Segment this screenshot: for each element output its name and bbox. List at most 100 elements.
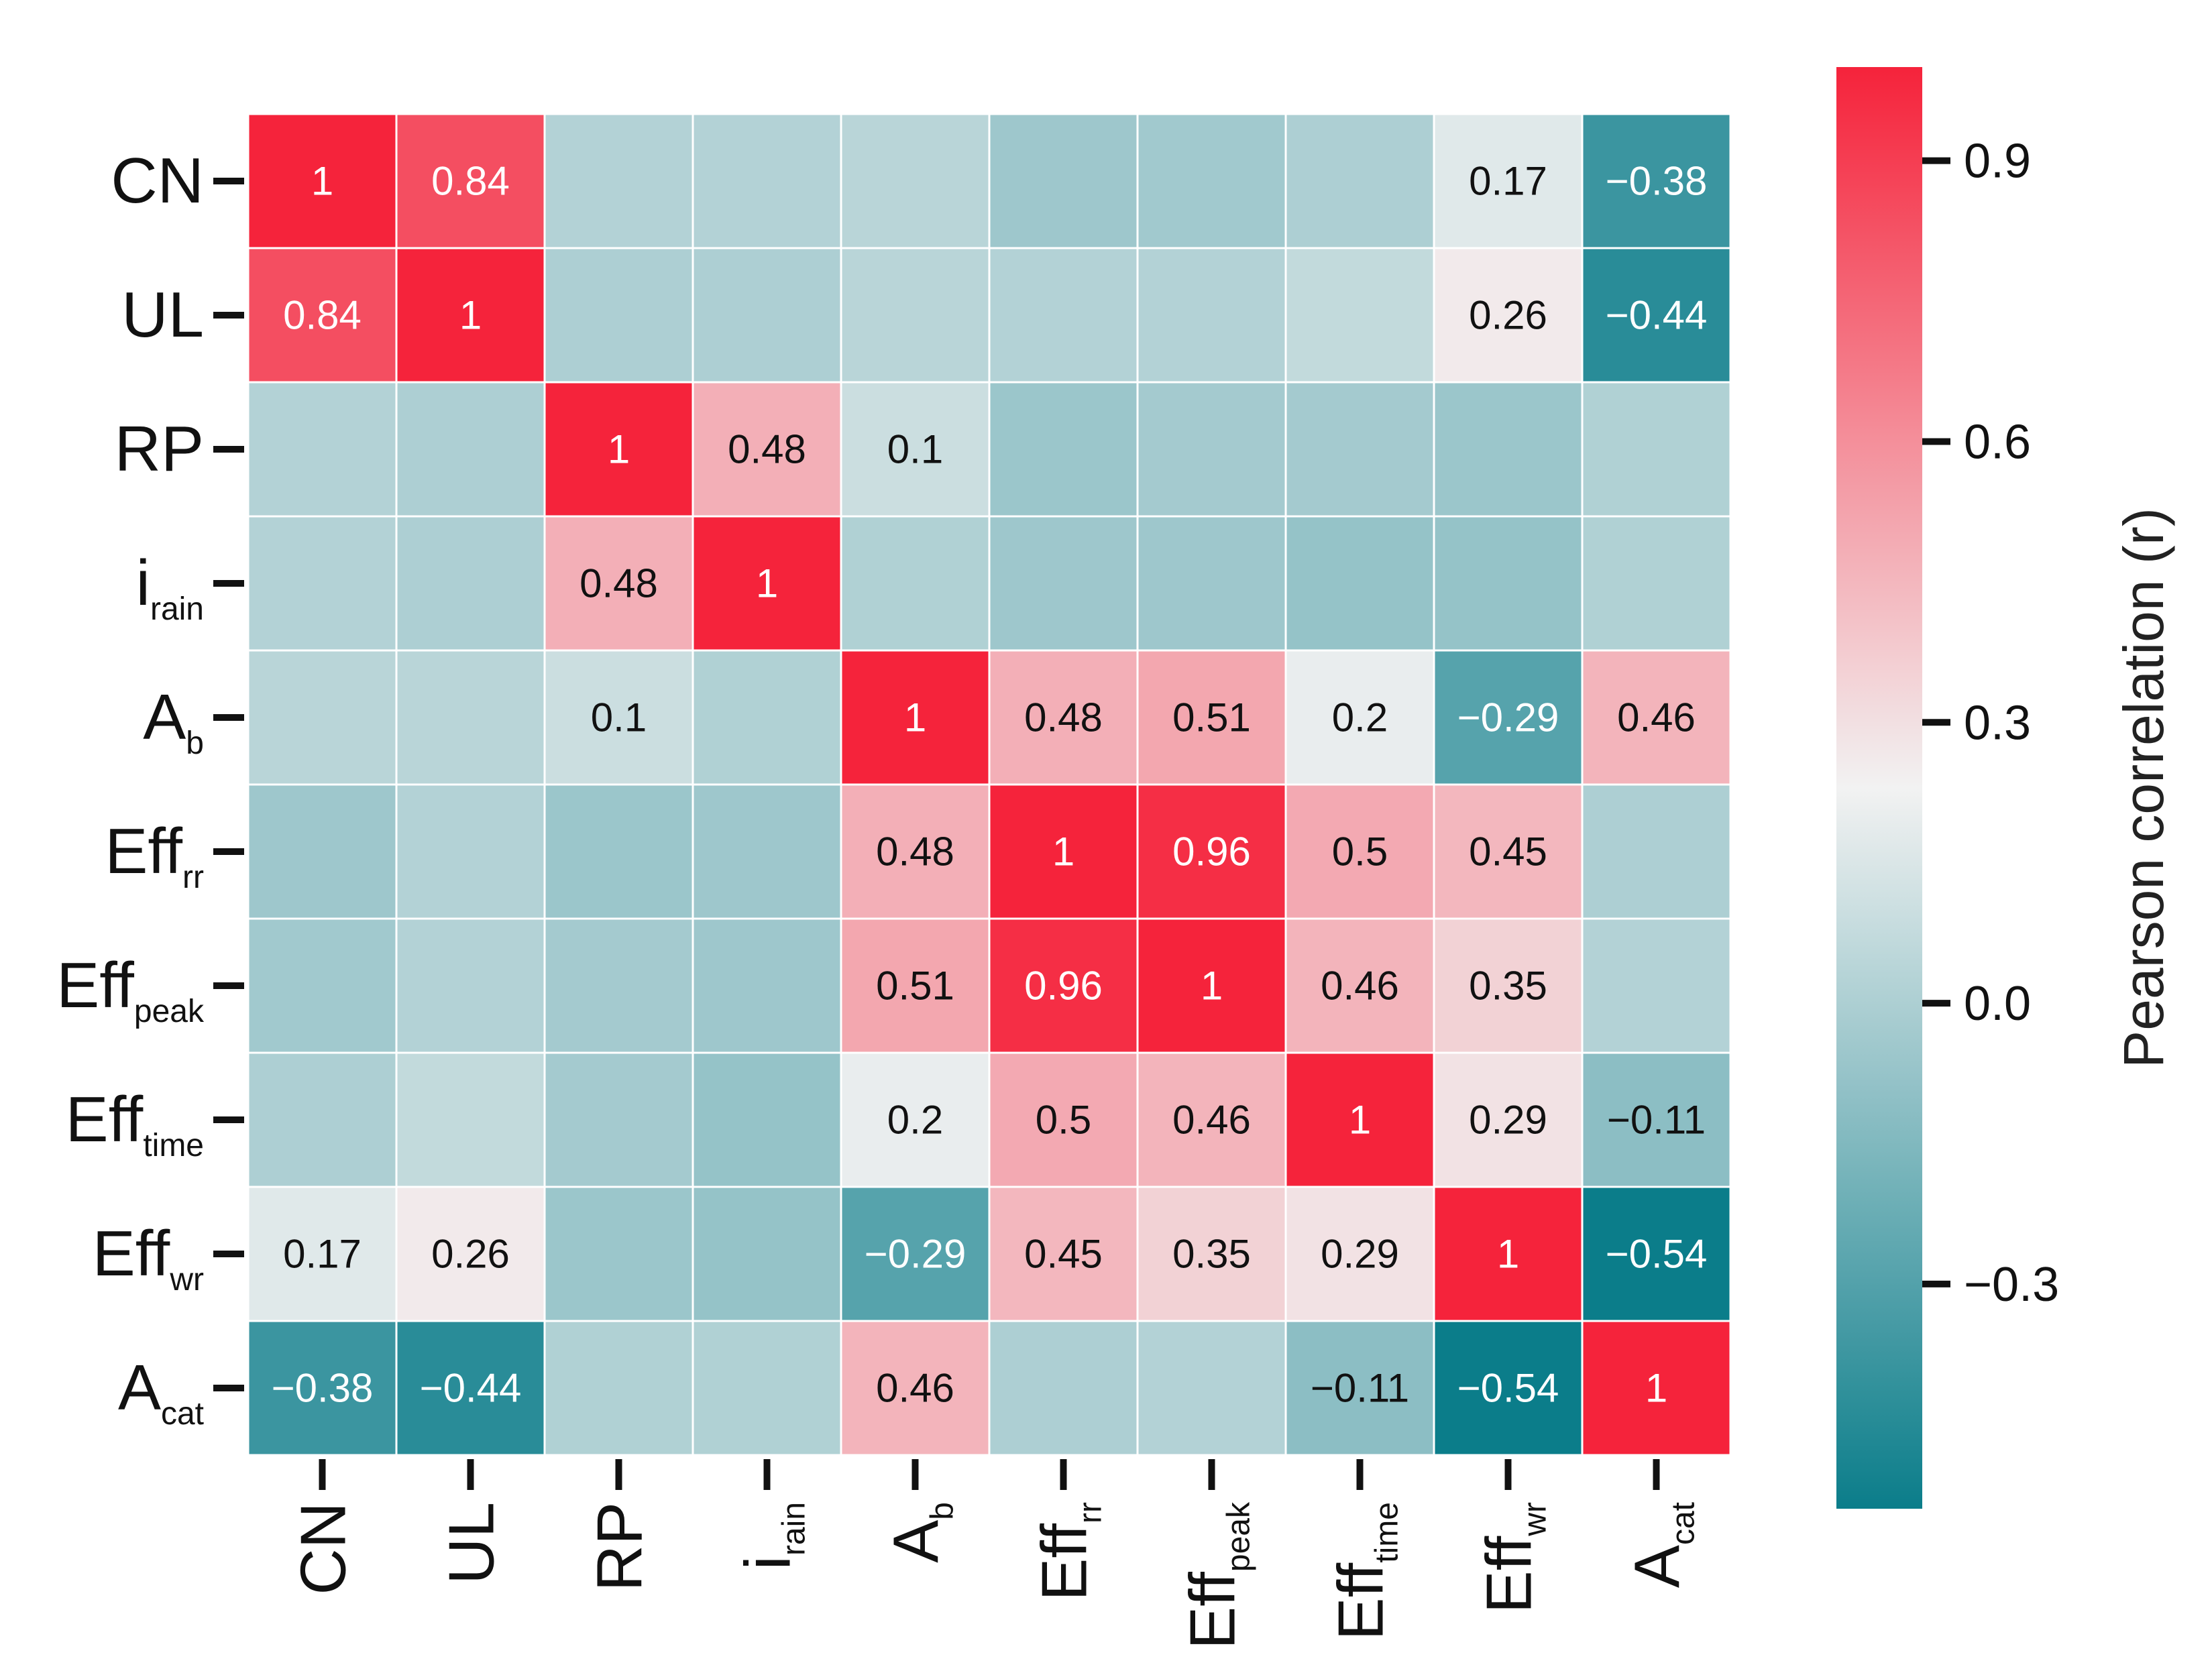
colorbar-gradient-bar [1836,67,1922,1509]
cell-annotation: 0.29 [1469,1098,1547,1143]
heatmap-cell [1136,917,1287,1054]
heatmap-cell [692,381,842,518]
heatmap-cell [1136,649,1287,786]
heatmap-cell [395,515,546,652]
heatmap-cell [840,1320,991,1456]
cell-annotation: 0.5 [1036,1098,1091,1143]
heatmap-cell [1433,515,1584,652]
x-tick-label: Effrr [1029,1502,1109,1601]
y-tick-label: irain [136,547,204,627]
cell-annotation: −0.11 [1311,1366,1409,1411]
cell-annotation: 0.46 [1321,964,1399,1009]
cell-annotation: 0.96 [1024,964,1103,1009]
heatmap-cell [543,783,694,920]
heatmap-cell [692,917,842,1054]
y-tick-label: Effpeak [56,949,205,1029]
y-tick-label: Acat [118,1352,204,1432]
heatmap-cell [692,1320,842,1456]
heatmap-cell [543,917,694,1054]
heatmap-cell [1581,649,1732,786]
x-axis-labels: CN UL RP irain Ab Effrr Effpeak Efftime Effwr Aca… [288,1459,1702,1650]
heatmap-cell [395,381,546,518]
heatmap-cell [1284,1186,1435,1322]
colorbar-tick-label: 0.6 [1964,415,2031,469]
heatmap-cell [1136,381,1287,518]
cell-annotation: 0.1 [591,695,647,740]
cell-annotation: 1 [608,427,630,472]
x-tick-label: Efftime [1325,1502,1405,1640]
heatmap-cell [1581,113,1732,249]
cell-annotation: −0.38 [1606,159,1708,204]
heatmap-cell [692,649,842,786]
heatmap-cell [1136,113,1287,249]
cell-annotation: 0.48 [1024,695,1103,740]
heatmap-cell [395,247,546,384]
cell-annotation: −0.44 [420,1366,522,1411]
y-axis-labels: CN UL RP irain Ab Effrr Effpeak Efftime Effwr Aca… [56,145,244,1432]
heatmap-cell [988,649,1139,786]
cell-annotation: 0.2 [1332,695,1388,740]
cell-annotation: −0.44 [1606,293,1708,338]
cell-annotation: 0.26 [431,1232,510,1277]
heatmap-cell [692,247,842,384]
colorbar-tick-label: 0.0 [1964,977,2031,1031]
colorbar-tick-label: −0.3 [1964,1258,2059,1312]
heatmap-cell [247,917,398,1054]
cell-annotation: 0.5 [1332,829,1388,874]
y-tick-label: RP [115,413,204,485]
heatmap-cell [692,1051,842,1188]
heatmap-cell [1284,649,1435,786]
heatmap-cell [988,917,1139,1054]
heatmap-cell [988,113,1139,249]
heatmap-cell [1581,783,1732,920]
heatmap-cell [840,1186,991,1322]
heatmap-cell [1284,247,1435,384]
x-tick-label: Acat [1622,1502,1702,1588]
heatmap-cell [543,1186,694,1322]
heatmap-cell [1581,381,1732,518]
heatmap-cell [840,783,991,920]
heatmap-cell [247,1320,398,1456]
cell-annotation: 0.48 [728,427,806,472]
heatmap-cell [1284,381,1435,518]
cell-annotation: 0.96 [1172,829,1251,874]
heatmap-cell [247,649,398,786]
heatmap-cell [395,1320,546,1456]
cell-annotation: 1 [459,293,482,338]
cell-annotation: 1 [1645,1366,1667,1411]
heatmap-cell [395,649,546,786]
y-tick-label: CN [111,145,204,217]
heatmap-cell [543,247,694,384]
cell-annotation: 0.45 [1024,1232,1103,1277]
heatmap-cell [988,247,1139,384]
cell-annotation: 0.51 [1172,695,1251,740]
heatmap-cell [1136,783,1287,920]
heatmap-cell [395,783,546,920]
cell-annotation: 0.17 [283,1232,362,1277]
y-tick-label: Effrr [105,815,204,895]
x-tick-label: Effpeak [1177,1501,1257,1650]
heatmap-cell [840,1051,991,1188]
heatmap-cell [1284,515,1435,652]
heatmap-cell [247,1051,398,1188]
cell-annotation: 1 [1349,1098,1371,1143]
heatmap-cell [840,113,991,249]
heatmap-cell [543,649,694,786]
cell-annotation: 1 [904,695,926,740]
heatmap-cell [543,1051,694,1188]
heatmap-cell [247,783,398,920]
cell-annotation: 0.48 [579,561,658,606]
heatmap-cell [395,917,546,1054]
cell-annotation: −0.29 [1457,695,1559,740]
cell-annotation: 0.35 [1469,964,1547,1009]
heatmap-cell [1581,515,1732,652]
y-tick-label: Efftime [66,1084,204,1163]
colorbar-tick-label: 0.3 [1964,696,2031,750]
heatmap-cell [543,515,694,652]
colorbar: 0.9 0.6 0.3 0.0 −0.3 Pearson correlation (r) [1836,67,2175,1509]
heatmap-cell [1433,381,1584,518]
heatmap-cell [247,381,398,518]
heatmap-cell [1136,1320,1287,1456]
cell-annotation: 0.46 [876,1366,954,1411]
